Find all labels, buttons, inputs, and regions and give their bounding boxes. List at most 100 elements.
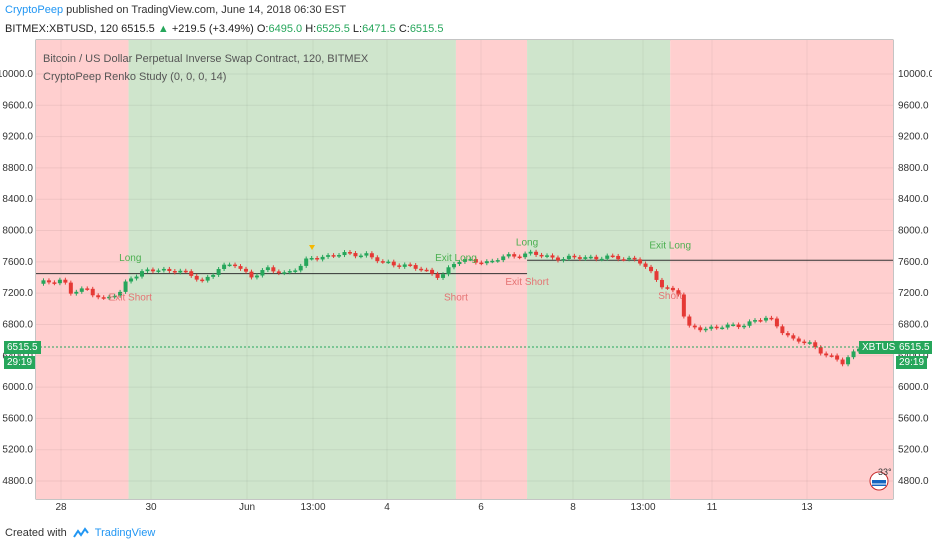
left-timer-badge: 29:19 (4, 356, 36, 369)
signal-label: Long (516, 237, 538, 248)
candle (419, 268, 424, 271)
candle (74, 291, 79, 294)
y-tick-left: 8000.0 (2, 226, 33, 237)
right-timer-badge: 29:19 (896, 356, 928, 369)
candle (829, 355, 834, 357)
candle (632, 257, 637, 260)
symbol-label: BITMEX:XBTUSD, 120 (5, 23, 119, 35)
candle (517, 256, 522, 259)
candle (309, 258, 314, 260)
candle (364, 253, 369, 256)
candle (331, 255, 336, 257)
candle (714, 326, 719, 329)
candle (725, 324, 730, 328)
x-tick: 13:00 (630, 502, 655, 513)
candle (424, 269, 429, 272)
candle (796, 338, 801, 342)
candle (468, 259, 473, 261)
candle (742, 325, 747, 328)
last-price: 6515.5 (121, 23, 155, 35)
x-tick: 6 (478, 502, 484, 513)
candle (670, 287, 675, 291)
candle (523, 253, 528, 258)
candle (594, 256, 599, 260)
ohlc-h-label: H: (305, 23, 317, 35)
candle (753, 320, 758, 322)
candle (512, 254, 517, 257)
candle (824, 353, 829, 356)
candle (96, 295, 101, 298)
candle (435, 273, 440, 278)
candle (189, 271, 194, 276)
candle (610, 255, 615, 258)
candle (167, 268, 172, 272)
y-tick-right: 9200.0 (898, 132, 929, 143)
candle (287, 271, 292, 273)
zone-long-3 (527, 40, 671, 499)
candle (353, 253, 358, 257)
zone-short-4 (670, 40, 893, 499)
y-tick-right: 4800.0 (898, 476, 929, 487)
candle (298, 265, 303, 271)
candle (118, 291, 123, 296)
candle (649, 266, 654, 272)
candle (161, 268, 166, 271)
candle (785, 333, 790, 336)
zone-long-1 (128, 40, 456, 499)
candle (495, 260, 500, 262)
candle (408, 264, 413, 266)
candle (254, 275, 259, 278)
candle (337, 255, 342, 257)
candle (183, 270, 188, 273)
candle (676, 290, 681, 295)
candle (692, 325, 697, 328)
candle (101, 297, 106, 299)
y-tick-left: 9600.0 (2, 100, 33, 111)
candle (391, 261, 396, 266)
y-tick-left: 4800.0 (2, 476, 33, 487)
candle (129, 278, 134, 282)
candle (709, 326, 714, 329)
candle (758, 320, 763, 322)
y-tick-left: 8800.0 (2, 163, 33, 174)
candle (780, 326, 785, 334)
candle (63, 279, 68, 283)
candle (654, 271, 659, 280)
candle (402, 264, 407, 267)
x-tick: 13 (801, 502, 813, 513)
candle (846, 357, 851, 365)
candle (369, 253, 374, 258)
y-tick-left: 6000.0 (2, 382, 33, 393)
candle (566, 255, 571, 259)
ohlc-l-label: L: (352, 23, 363, 35)
candle (320, 256, 325, 260)
candle (79, 288, 84, 292)
y-tick-left: 7200.0 (2, 288, 33, 299)
candle (347, 252, 352, 254)
signal-label: Long (119, 253, 141, 264)
author-link[interactable]: CryptoPeep (5, 4, 64, 16)
x-tick: 11 (707, 502, 718, 513)
y-tick-left: 8400.0 (2, 194, 33, 205)
candle (178, 270, 183, 273)
footer: Created with TradingView (5, 527, 155, 539)
candle (358, 255, 363, 258)
tradingview-brand[interactable]: TradingView (94, 527, 156, 539)
candle (791, 335, 796, 339)
candle (123, 281, 128, 292)
candle (851, 351, 856, 358)
change-text: +219.5 (+3.49%) (171, 23, 254, 35)
candle (397, 265, 402, 267)
candle (430, 269, 435, 274)
candle (380, 261, 385, 263)
symbol-line: BITMEX:XBTUSD, 120 6515.5 ▲ +219.5 (+3.4… (5, 23, 443, 35)
candle (588, 256, 593, 259)
candle (260, 270, 265, 276)
warning-triangle-icon (309, 245, 315, 250)
y-tick-left: 10000.0 (0, 69, 33, 80)
candle (731, 324, 736, 326)
ohlc-o-label: O: (256, 23, 269, 35)
left-price-badge: 6515.5 (4, 341, 41, 354)
tradingview-logo-icon[interactable] (72, 527, 89, 539)
